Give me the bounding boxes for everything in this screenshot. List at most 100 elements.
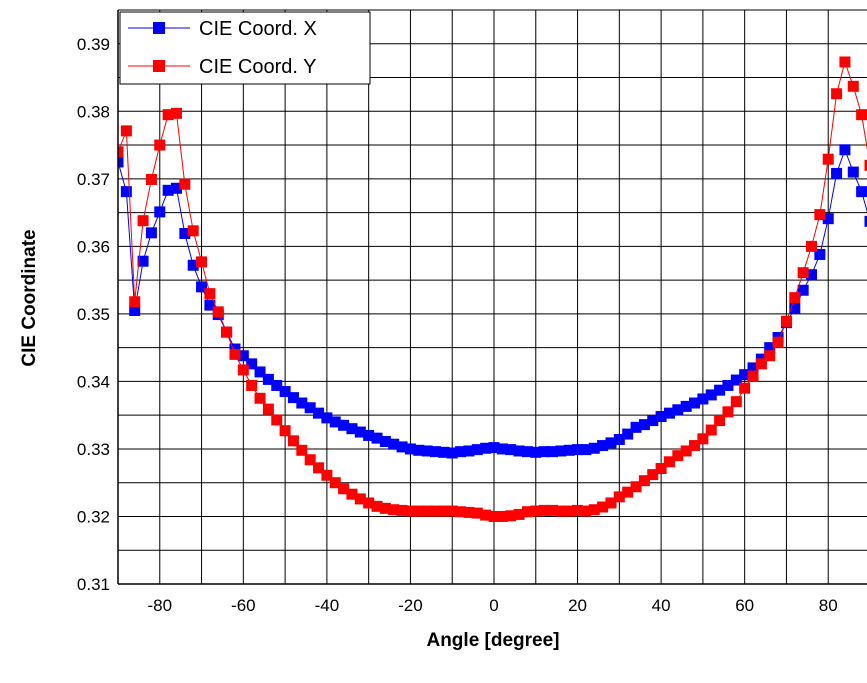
x-tick-label: 20: [568, 596, 587, 615]
data-point-x: [145, 227, 157, 239]
data-point-y: [797, 267, 809, 279]
data-point-y: [212, 306, 224, 318]
data-point-y: [118, 146, 124, 158]
data-point-y: [806, 240, 818, 252]
data-point-y: [705, 424, 717, 436]
data-point-y: [154, 139, 166, 151]
data-point-y: [137, 215, 149, 227]
y-tick-label: 0.31: [77, 575, 110, 594]
data-point-y: [839, 56, 851, 68]
data-point-y: [613, 491, 625, 503]
data-point-y: [396, 504, 408, 516]
data-point-y: [145, 173, 157, 185]
legend-label-y: CIE Coord. Y: [199, 56, 316, 78]
y-tick-label: 0.39: [77, 35, 110, 54]
data-point-y: [246, 379, 258, 391]
data-point-x: [563, 444, 575, 456]
data-point-x: [856, 186, 867, 198]
x-tick-label: -40: [315, 596, 340, 615]
legend-label-x: CIE Coord. X: [199, 18, 317, 40]
data-point-y: [204, 288, 216, 300]
data-point-y: [463, 506, 475, 518]
x-tick-labels: -80 -60 -40 -20 0 20 40 60 80: [147, 596, 837, 615]
data-point-x: [546, 446, 558, 458]
data-point-y: [730, 396, 742, 408]
data-point-y: [588, 504, 600, 516]
data-point-x: [204, 299, 216, 311]
data-point-y: [755, 358, 767, 370]
data-point-y: [530, 505, 542, 517]
data-point-y: [722, 406, 734, 418]
data-point-y: [672, 450, 684, 462]
x-tick-label: -80: [147, 596, 172, 615]
data-point-x: [622, 428, 634, 440]
data-point-y: [446, 505, 458, 517]
data-point-y: [162, 109, 174, 121]
data-point-y: [505, 510, 517, 522]
data-point-y: [471, 507, 483, 519]
data-point-x: [680, 400, 692, 412]
data-point-x: [814, 248, 826, 260]
data-point-y: [822, 153, 834, 165]
data-point-x: [413, 444, 425, 456]
legend-marker-y: [153, 60, 165, 72]
x-tick-label: 80: [819, 596, 838, 615]
data-point-y: [647, 469, 659, 481]
data-point-x: [672, 404, 684, 416]
y-tick-label: 0.38: [77, 102, 110, 121]
data-point-x: [129, 305, 141, 317]
data-point-x: [154, 206, 166, 218]
data-point-x: [279, 386, 291, 398]
data-point-y: [513, 508, 525, 520]
data-point-x: [471, 444, 483, 456]
data-point-x: [747, 362, 759, 374]
data-point-x: [689, 397, 701, 409]
data-point-x: [120, 186, 132, 198]
data-point-y: [789, 292, 801, 304]
data-point-y: [187, 225, 199, 237]
data-point-x: [638, 419, 650, 431]
data-point-x: [446, 447, 458, 459]
data-point-y: [856, 109, 867, 121]
data-point-x: [187, 259, 199, 271]
data-point-x: [379, 436, 391, 448]
data-point-x: [797, 284, 809, 296]
data-point-x: [538, 446, 550, 458]
data-point-y: [229, 348, 241, 360]
data-point-x: [655, 411, 667, 423]
data-point-x: [455, 446, 467, 458]
data-point-y: [739, 382, 751, 394]
x-tick-label: 60: [735, 596, 754, 615]
data-point-y: [638, 475, 650, 487]
data-point-y: [313, 462, 325, 474]
axes: [117, 9, 867, 585]
y-tick-label: 0.37: [77, 170, 110, 189]
data-point-x: [304, 402, 316, 414]
grid: [118, 10, 867, 584]
data-point-x: [170, 182, 182, 194]
data-point-x: [262, 373, 274, 385]
data-point-x: [730, 374, 742, 386]
data-point-y: [363, 497, 375, 509]
data-point-y: [622, 486, 634, 498]
data-point-x: [371, 432, 383, 444]
data-point-x: [338, 419, 350, 431]
y-tick-label: 0.32: [77, 507, 110, 526]
data-point-y: [538, 504, 550, 516]
plot-background: [118, 10, 867, 584]
data-point-y: [597, 501, 609, 513]
data-point-y: [455, 506, 467, 518]
data-point-x: [847, 166, 859, 178]
data-point-x: [118, 156, 124, 168]
data-point-y: [404, 505, 416, 517]
data-point-x: [663, 407, 675, 419]
data-point-x: [346, 423, 358, 435]
data-point-x: [246, 358, 258, 370]
data-point-y: [697, 433, 709, 445]
x-tick-label: -60: [231, 596, 256, 615]
data-point-x: [521, 446, 533, 458]
data-point-x: [789, 302, 801, 314]
data-point-y: [714, 415, 726, 427]
data-point-y: [179, 178, 191, 190]
x-tick-label: 40: [652, 596, 671, 615]
